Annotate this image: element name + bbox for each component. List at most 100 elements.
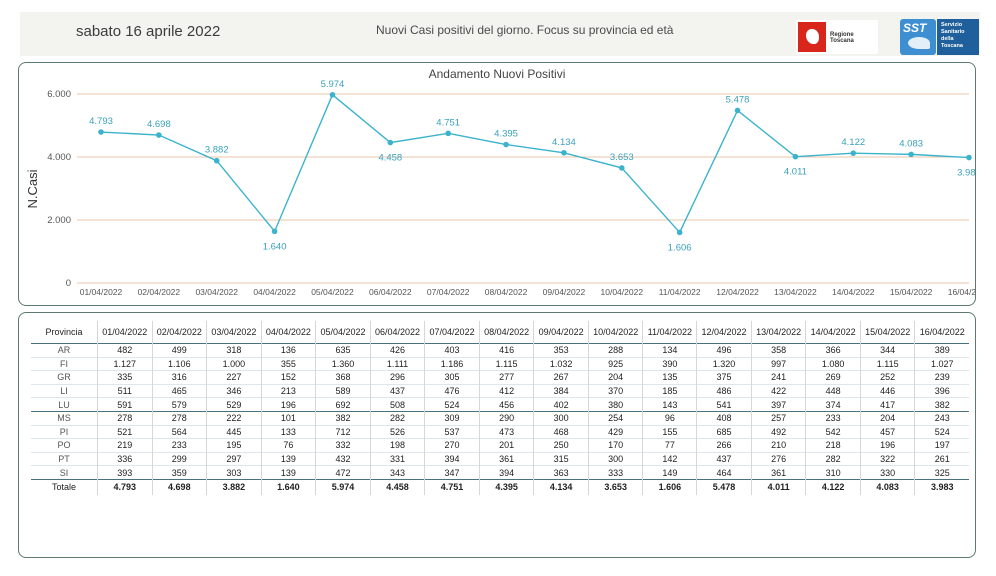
table-cell: 315 bbox=[533, 451, 589, 466]
table-header-date: 16/04/2022 bbox=[914, 321, 969, 344]
table-header-date: 06/04/2022 bbox=[369, 321, 425, 344]
table-cell: 149 bbox=[642, 465, 697, 480]
table-cell: 300 bbox=[587, 451, 643, 466]
x-tick-label: 14/04/2022 bbox=[832, 287, 875, 297]
table-row: MS 278 278 222 101 382 282 309 290 300 254 96 408 257… bbox=[31, 410, 969, 426]
table-cell: 3.882 bbox=[206, 478, 262, 495]
table-header-date: 05/04/2022 bbox=[315, 321, 371, 344]
table-cell: 257 bbox=[750, 410, 806, 426]
table-cell: 361 bbox=[750, 465, 806, 480]
table-cell: 382 bbox=[914, 397, 969, 412]
table-cell: 139 bbox=[260, 465, 316, 480]
table-cell: 278 bbox=[97, 410, 153, 426]
data-label: 4.134 bbox=[552, 137, 576, 148]
table-cell: 4.458 bbox=[369, 478, 425, 495]
x-tick-label: 16/04/2022 bbox=[948, 287, 975, 297]
table-cell: 243 bbox=[914, 410, 969, 426]
table-cell: 508 bbox=[369, 397, 425, 412]
sst-name-line: Toscana bbox=[941, 43, 963, 49]
line-chart: 0 2.000 4.000 6.000 N.Casi 01/04/2022 02/04/20… bbox=[25, 79, 975, 297]
table-cell: 333 bbox=[587, 465, 643, 480]
table-cell: 250 bbox=[533, 438, 589, 453]
sst-name-line: Servizio bbox=[941, 22, 963, 28]
table-cell: 402 bbox=[533, 397, 589, 412]
data-point bbox=[792, 153, 799, 160]
table-cell: 1.111 bbox=[369, 356, 425, 371]
data-point bbox=[908, 151, 914, 158]
x-tick-label: 02/04/2022 bbox=[138, 287, 181, 297]
table-cell: 76 bbox=[260, 438, 316, 453]
data-point bbox=[503, 141, 509, 148]
y-tick-label: 2.000 bbox=[47, 215, 71, 226]
data-label: 4.011 bbox=[784, 167, 807, 178]
data-point bbox=[98, 129, 104, 135]
table-cell: 524 bbox=[424, 397, 480, 412]
province-name: GR bbox=[31, 370, 98, 385]
table-cell: 1.360 bbox=[315, 356, 371, 371]
table-cell: 316 bbox=[151, 370, 207, 385]
data-label: 3.983 bbox=[957, 168, 975, 179]
table-cell: 1.606 bbox=[642, 478, 697, 495]
table-cell: 318 bbox=[206, 343, 262, 358]
x-tick-label: 05/04/2022 bbox=[311, 287, 354, 297]
table-cell: 4.011 bbox=[750, 478, 806, 495]
table-cell: 925 bbox=[587, 356, 643, 371]
data-label: 4.395 bbox=[494, 129, 518, 140]
table-row: GR 335 316 227 152 368 296 305 277 267 204 135 375 24… bbox=[31, 370, 969, 385]
x-tick-label: 07/04/2022 bbox=[427, 287, 470, 297]
table-cell: 198 bbox=[369, 438, 425, 453]
table-cell: 370 bbox=[587, 383, 643, 398]
province-name: MS bbox=[31, 410, 98, 426]
table-header-date: 01/04/2022 bbox=[97, 321, 153, 344]
table-cell: 330 bbox=[859, 465, 915, 480]
table-cell: 299 bbox=[151, 451, 207, 466]
series-line bbox=[100, 93, 970, 234]
table-header-date: 12/04/2022 bbox=[696, 321, 752, 344]
table-header-date: 10/04/2022 bbox=[587, 321, 643, 344]
table-cell: 282 bbox=[369, 410, 425, 426]
table-cell: 4.395 bbox=[478, 478, 534, 495]
table-cell: 468 bbox=[533, 424, 589, 439]
province-name: LI bbox=[31, 383, 98, 398]
table-cell: 394 bbox=[478, 465, 534, 480]
x-tick-label: 13/04/2022 bbox=[774, 287, 817, 297]
province-name: PO bbox=[31, 438, 98, 453]
x-tick-label: 09/04/2022 bbox=[543, 287, 586, 297]
table-cell: 445 bbox=[206, 424, 262, 439]
table-cell: 417 bbox=[859, 397, 915, 412]
table-cell: 344 bbox=[859, 343, 915, 358]
table-cell: 496 bbox=[696, 343, 752, 358]
table-cell: 429 bbox=[587, 424, 643, 439]
table-cell: 524 bbox=[914, 424, 969, 439]
table-cell: 309 bbox=[424, 410, 480, 426]
data-label: 1.640 bbox=[263, 241, 287, 252]
table-cell: 96 bbox=[642, 410, 697, 426]
data-label: 4.458 bbox=[378, 153, 402, 164]
table-cell: 204 bbox=[859, 410, 915, 426]
table-cell: 219 bbox=[97, 438, 153, 453]
table-cell: 261 bbox=[914, 451, 969, 466]
table-cell: 325 bbox=[914, 465, 969, 480]
table-cell: 343 bbox=[369, 465, 425, 480]
table-cell: 135 bbox=[642, 370, 697, 385]
table-cell: 310 bbox=[805, 465, 861, 480]
table-cell: 77 bbox=[642, 438, 697, 453]
table-cell: 269 bbox=[805, 370, 861, 385]
table-cell: 521 bbox=[97, 424, 153, 439]
table-header-date: 03/04/2022 bbox=[206, 321, 262, 344]
data-point bbox=[561, 149, 567, 156]
table-header-date: 02/04/2022 bbox=[151, 321, 207, 344]
table-cell: 529 bbox=[206, 397, 262, 412]
table-cell: 389 bbox=[914, 343, 969, 358]
data-label: 3.882 bbox=[205, 145, 229, 156]
x-tick-label: 12/04/2022 bbox=[716, 287, 759, 297]
table-cell: 1.106 bbox=[151, 356, 207, 371]
table-cell: 213 bbox=[260, 383, 316, 398]
table-cell: 359 bbox=[151, 465, 207, 480]
table-cell: 482 bbox=[97, 343, 153, 358]
table-cell: 1.027 bbox=[914, 356, 969, 371]
table-row: AR 482 499 318 136 635 426 403 416 353 288 134 496 35… bbox=[31, 343, 969, 358]
data-point bbox=[271, 228, 278, 235]
data-point bbox=[676, 229, 683, 236]
table-cell: 322 bbox=[859, 451, 915, 466]
